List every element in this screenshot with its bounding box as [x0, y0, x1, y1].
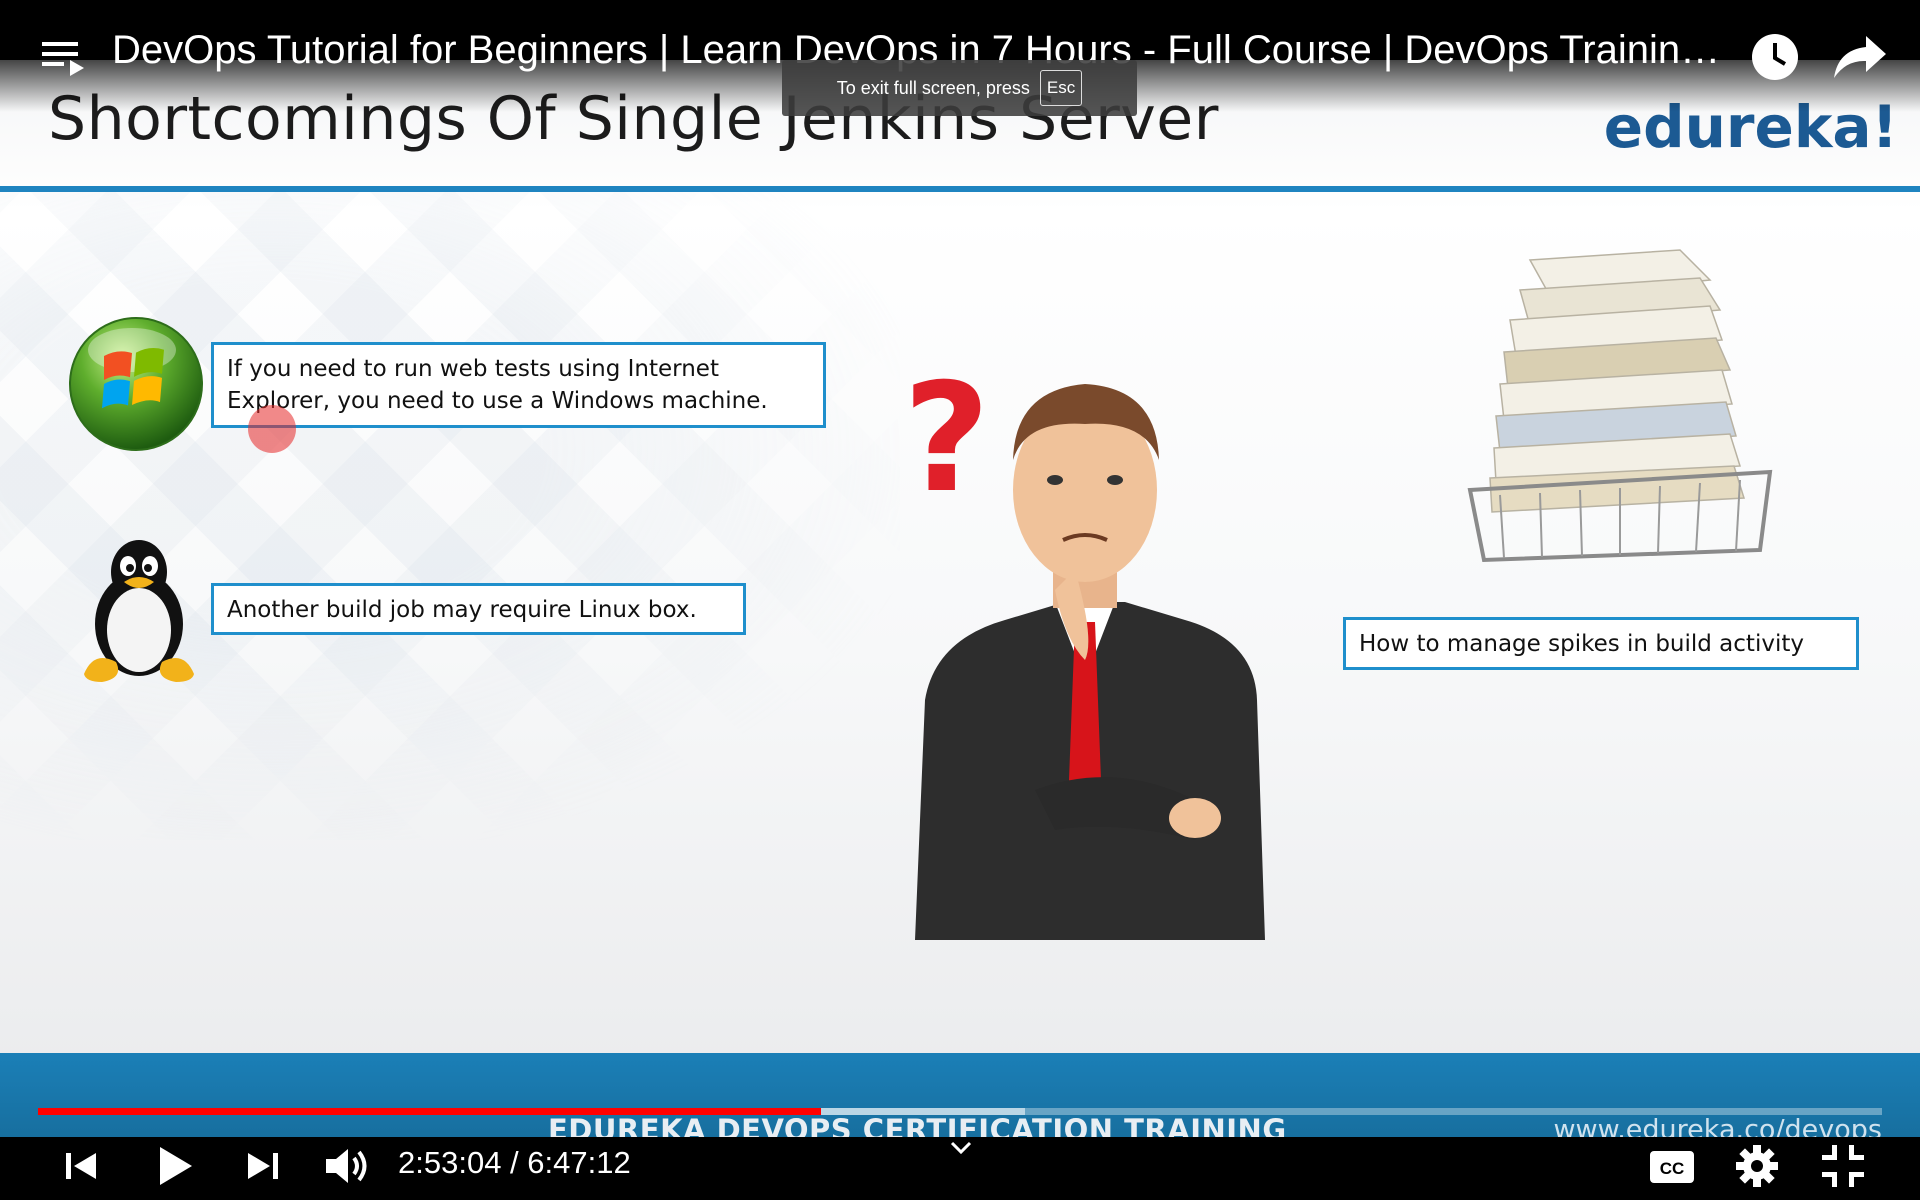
toast-text: To exit full screen, press	[836, 77, 1030, 98]
banner-course-name: EDUREKA DEVOPS CERTIFICATION TRAINING	[548, 1113, 1287, 1137]
pointer-highlight	[248, 405, 296, 453]
callout-windows: If you need to run web tests using Inter…	[211, 342, 826, 428]
exit-fullscreen-icon[interactable]	[1818, 1141, 1868, 1191]
fullscreen-exit-toast: To exit full screen, press Esc	[782, 60, 1137, 116]
svg-text:CC: CC	[1660, 1159, 1685, 1178]
play-icon[interactable]	[150, 1141, 198, 1191]
chevron-down-icon[interactable]	[946, 1137, 976, 1161]
share-arrow-icon[interactable]	[1832, 34, 1888, 80]
banner-url: www.edureka.co/devops	[1553, 1114, 1882, 1137]
progress-played	[38, 1108, 821, 1115]
confused-man-illustration: ?	[903, 352, 1265, 940]
linux-penguin-icon	[84, 540, 194, 682]
playlist-icon[interactable]	[42, 38, 86, 78]
settings-gear-icon[interactable]	[1732, 1141, 1782, 1191]
windows-logo-icon	[69, 317, 203, 451]
background-pattern	[0, 190, 900, 840]
player-controls: 2:53:04 / 6:47:12 CC	[0, 1137, 1920, 1200]
volume-icon[interactable]	[322, 1143, 374, 1189]
next-icon[interactable]	[242, 1145, 284, 1187]
closed-captions-icon[interactable]: CC	[1648, 1145, 1696, 1189]
esc-key-hint: Esc	[1039, 70, 1083, 106]
progress-bar[interactable]	[38, 1108, 1882, 1115]
video-frame[interactable]: Shortcomings Of Single Jenkins Server ed…	[0, 60, 1920, 1137]
callout-linux: Another build job may require Linux box.	[211, 583, 746, 635]
previous-icon[interactable]	[60, 1145, 102, 1187]
callout-spikes: How to manage spikes in build activity	[1343, 617, 1859, 670]
paper-stack-illustration	[1467, 249, 1773, 563]
course-banner: EDUREKA DEVOPS CERTIFICATION TRAINING ww…	[0, 1053, 1920, 1137]
title-divider	[0, 186, 1920, 192]
svg-text:?: ?	[903, 352, 990, 526]
time-display: 2:53:04 / 6:47:12	[398, 1145, 631, 1180]
watch-later-clock-icon[interactable]	[1750, 32, 1800, 82]
